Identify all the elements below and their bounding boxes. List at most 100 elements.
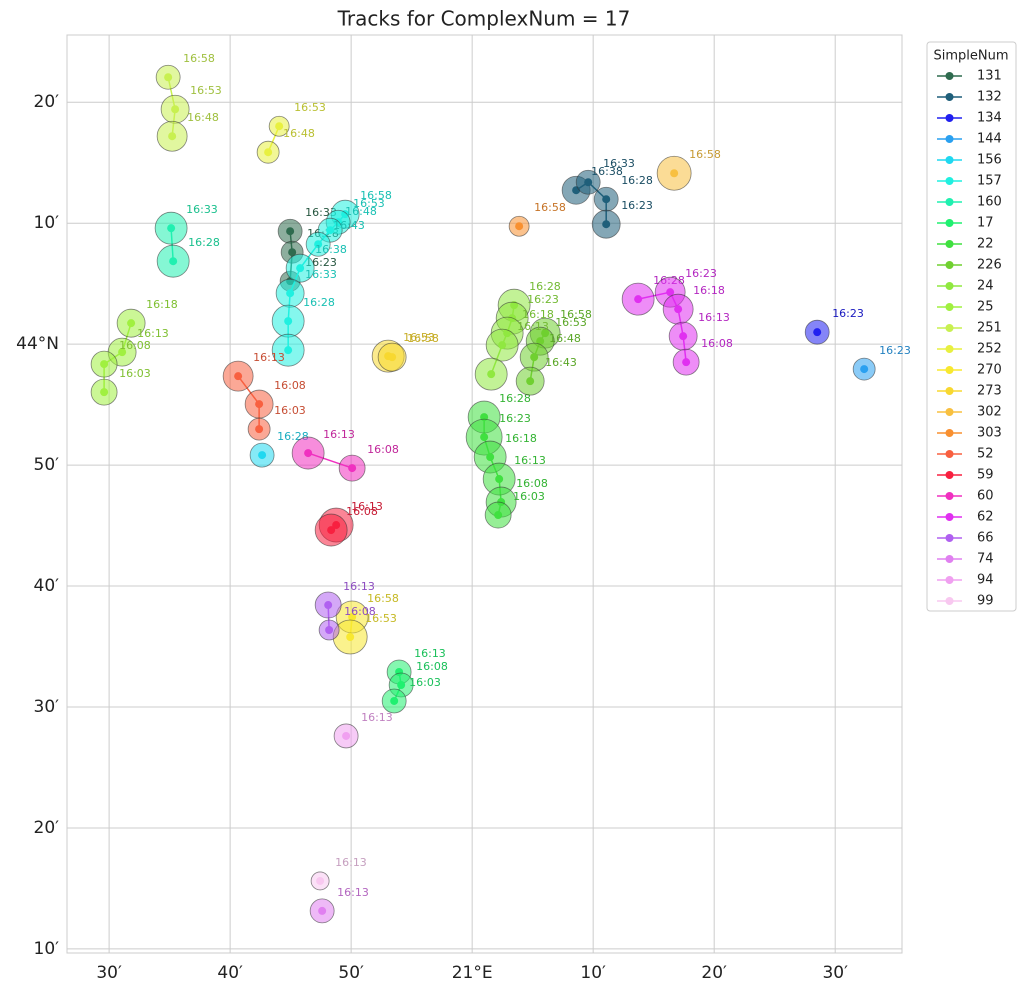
legend-marker	[945, 576, 954, 584]
point	[318, 906, 327, 915]
legend-label: 144	[977, 132, 1002, 147]
legend-marker	[945, 114, 954, 122]
point	[486, 453, 495, 462]
time-label: 16:13	[323, 428, 355, 441]
point	[602, 195, 611, 204]
point	[169, 257, 178, 266]
legend: 131 132 134 144 156 157 160 17 22 226 24 25 251 252 27…	[937, 69, 1002, 609]
time-label: 16:08	[344, 605, 376, 618]
point	[602, 220, 611, 229]
legend-label: 131	[977, 69, 1002, 84]
legend-marker	[945, 429, 954, 437]
point	[325, 625, 334, 634]
time-label: 16:53	[294, 101, 326, 114]
time-label: 16:28	[188, 236, 220, 249]
point	[670, 169, 679, 178]
legend-label: 157	[977, 174, 1002, 189]
time-label: 16:13	[514, 454, 546, 467]
point	[264, 148, 273, 157]
chart-title: Tracks for ComplexNum = 17	[337, 7, 631, 31]
legend-label: 17	[977, 216, 994, 231]
time-label: 16:58	[689, 148, 721, 161]
legend-label: 252	[977, 342, 1002, 357]
time-label: 16:43	[545, 356, 577, 369]
point	[275, 122, 284, 131]
time-label: 16:13	[253, 351, 285, 364]
time-label: 16:48	[345, 205, 377, 218]
point	[326, 226, 335, 235]
time-label: 16:23	[527, 293, 559, 306]
y-tick-label: 10′	[34, 213, 60, 233]
legend-marker	[945, 135, 954, 143]
legend-marker	[945, 324, 954, 332]
point	[515, 222, 524, 231]
legend-label: 134	[977, 111, 1002, 126]
time-label: 16:38	[315, 243, 347, 256]
legend-label: 59	[977, 468, 994, 483]
legend-label: 74	[977, 552, 994, 567]
grid: 30′ 40′ 50′ 21°E 10′ 20′ 30′ 10′ 20′ 30′ 40′ 50′ 44°…	[16, 35, 902, 983]
time-label: 16:53	[365, 612, 397, 625]
legend-marker	[945, 198, 954, 206]
legend-label: 62	[977, 510, 994, 525]
time-label: 16:53	[555, 316, 587, 329]
point	[127, 319, 136, 328]
legend-marker	[945, 72, 954, 80]
point	[234, 372, 243, 381]
time-label: 16:03	[119, 367, 151, 380]
time-label: 16:38	[591, 165, 623, 178]
point	[480, 433, 489, 442]
point	[860, 365, 869, 374]
point	[666, 288, 675, 297]
time-label: 16:28	[529, 280, 561, 293]
time-label: 16:13	[137, 327, 169, 340]
point	[634, 295, 643, 304]
time-label: 16:18	[146, 298, 178, 311]
time-label: 16:28	[303, 296, 335, 309]
legend-marker	[945, 345, 954, 353]
time-label: 16:58	[183, 52, 215, 65]
time-label: 16:08	[346, 505, 378, 518]
time-label: 16:58	[360, 189, 392, 202]
legend-marker	[945, 471, 954, 479]
time-label: 16:53	[190, 84, 222, 97]
time-label: 16:33	[305, 268, 337, 281]
point	[171, 105, 180, 114]
time-label: 16:48	[187, 111, 219, 124]
point	[494, 511, 503, 520]
x-tick-label: 30′	[822, 963, 848, 983]
time-label: 16:33	[603, 157, 635, 170]
point	[679, 332, 688, 341]
point	[316, 876, 325, 885]
point	[674, 305, 683, 314]
point	[288, 248, 297, 257]
point	[258, 451, 267, 460]
point	[168, 132, 177, 141]
legend-marker	[945, 513, 954, 521]
legend-box	[926, 41, 1017, 612]
legend-label: 251	[977, 321, 1002, 336]
legend-label: 303	[977, 426, 1002, 441]
point	[304, 449, 313, 458]
point	[314, 240, 323, 249]
legend-marker	[945, 261, 954, 269]
y-tick-label: 50′	[34, 455, 60, 475]
legend-label: 160	[977, 195, 1002, 210]
legend-label: 66	[977, 531, 994, 546]
time-label: 16:48	[283, 127, 315, 140]
point	[498, 341, 507, 350]
legend-marker	[945, 156, 954, 164]
time-label: 16:18	[693, 284, 725, 297]
point	[536, 337, 545, 346]
point	[118, 348, 127, 357]
legend-marker	[945, 219, 954, 227]
time-label: 16:08	[516, 477, 548, 490]
x-tick-label: 21°E	[452, 963, 493, 983]
point	[388, 353, 397, 362]
point	[348, 464, 357, 473]
point	[296, 264, 305, 273]
y-tick-label: 40′	[34, 576, 60, 596]
time-label: 16:23	[499, 412, 531, 425]
legend-label: 24	[977, 279, 994, 294]
time-label: 16:13	[343, 580, 375, 593]
